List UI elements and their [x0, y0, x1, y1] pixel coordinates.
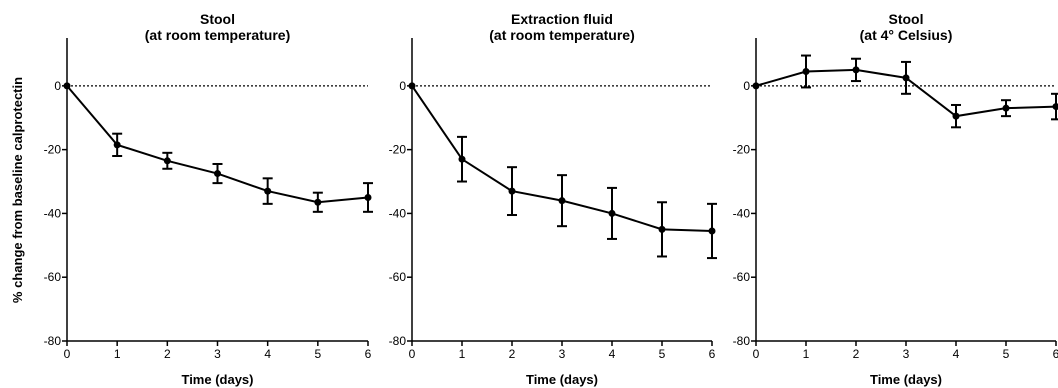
x-tick-label: 0	[409, 347, 416, 361]
x-tick-label: 3	[559, 347, 566, 361]
x-tick-label: 2	[164, 347, 171, 361]
data-point	[163, 157, 171, 165]
data-point	[952, 112, 960, 120]
x-tick-label: 1	[803, 347, 810, 361]
x-tick-label: 5	[659, 347, 666, 361]
y-tick-label: -40	[389, 206, 407, 220]
x-tick-label: 6	[709, 347, 716, 361]
data-point	[1002, 104, 1010, 112]
data-point	[458, 155, 466, 163]
panel-title: Stool	[200, 11, 235, 27]
x-tick-label: 0	[753, 347, 760, 361]
y-tick-label: -60	[733, 270, 751, 284]
panel-subtitle: (at room temperature)	[489, 27, 634, 43]
x-tick-label: 5	[1003, 347, 1010, 361]
x-tick-label: 3	[903, 347, 910, 361]
x-tick-label: 6	[1053, 347, 1058, 361]
y-tick-label: -40	[44, 206, 62, 220]
data-point	[852, 66, 860, 74]
data-point	[113, 141, 121, 149]
y-tick-label: -60	[44, 270, 62, 284]
x-axis-label: Time (days)	[181, 372, 253, 387]
y-tick-label: -80	[733, 334, 751, 348]
y-tick-label: -60	[389, 270, 407, 284]
data-point	[802, 67, 810, 75]
data-point	[658, 225, 666, 233]
data-point	[63, 82, 71, 90]
y-tick-label: 0	[399, 79, 406, 93]
x-tick-label: 6	[365, 347, 372, 361]
x-tick-label: 0	[64, 347, 71, 361]
data-point	[364, 193, 372, 201]
data-point	[752, 82, 760, 90]
panel-3: Stool(at 4° Celsius)0-20-40-60-800 1 2 3 4 5 6…	[733, 11, 1058, 387]
x-tick-label: 5	[314, 347, 321, 361]
x-axis-label: Time (days)	[870, 372, 942, 387]
panel-subtitle: (at room temperature)	[145, 27, 290, 43]
x-tick-label: 2	[853, 347, 860, 361]
x-tick-label: 4	[264, 347, 271, 361]
panel-subtitle: (at 4° Celsius)	[860, 27, 953, 43]
data-point	[558, 197, 566, 205]
data-point	[314, 198, 322, 206]
y-tick-label: -80	[44, 334, 62, 348]
y-tick-label: -20	[44, 143, 62, 157]
data-point	[708, 227, 716, 235]
data-point	[408, 82, 416, 90]
panel-title: Extraction fluid	[511, 11, 613, 27]
data-point	[264, 187, 272, 195]
x-tick-label: 3	[214, 347, 221, 361]
y-tick-label: -80	[389, 334, 407, 348]
x-tick-label: 1	[459, 347, 466, 361]
y-axis-label: % change from baseline calprotectin	[10, 77, 25, 303]
y-tick-label: -20	[733, 143, 751, 157]
y-tick-label: -40	[733, 206, 751, 220]
data-point	[902, 74, 910, 82]
x-axis-label: Time (days)	[526, 372, 598, 387]
data-point	[508, 187, 516, 195]
panel-1: Stool(at room temperature)0-20-40-60-800…	[44, 11, 373, 387]
y-tick-label: 0	[54, 79, 61, 93]
panel-title: Stool	[889, 11, 924, 27]
y-tick-label: -20	[389, 143, 407, 157]
panel-2: Extraction fluid(at room temperature) 0 -2…	[389, 11, 717, 387]
x-tick-label: 2	[509, 347, 516, 361]
y-tick-label: 0	[743, 79, 750, 93]
x-tick-label: 1	[114, 347, 121, 361]
data-point	[608, 209, 616, 217]
series-line	[66, 85, 369, 204]
data-point	[214, 170, 221, 178]
x-tick-label: 4	[609, 347, 616, 361]
data-point	[1052, 103, 1058, 111]
x-tick-label: 4	[953, 347, 960, 361]
